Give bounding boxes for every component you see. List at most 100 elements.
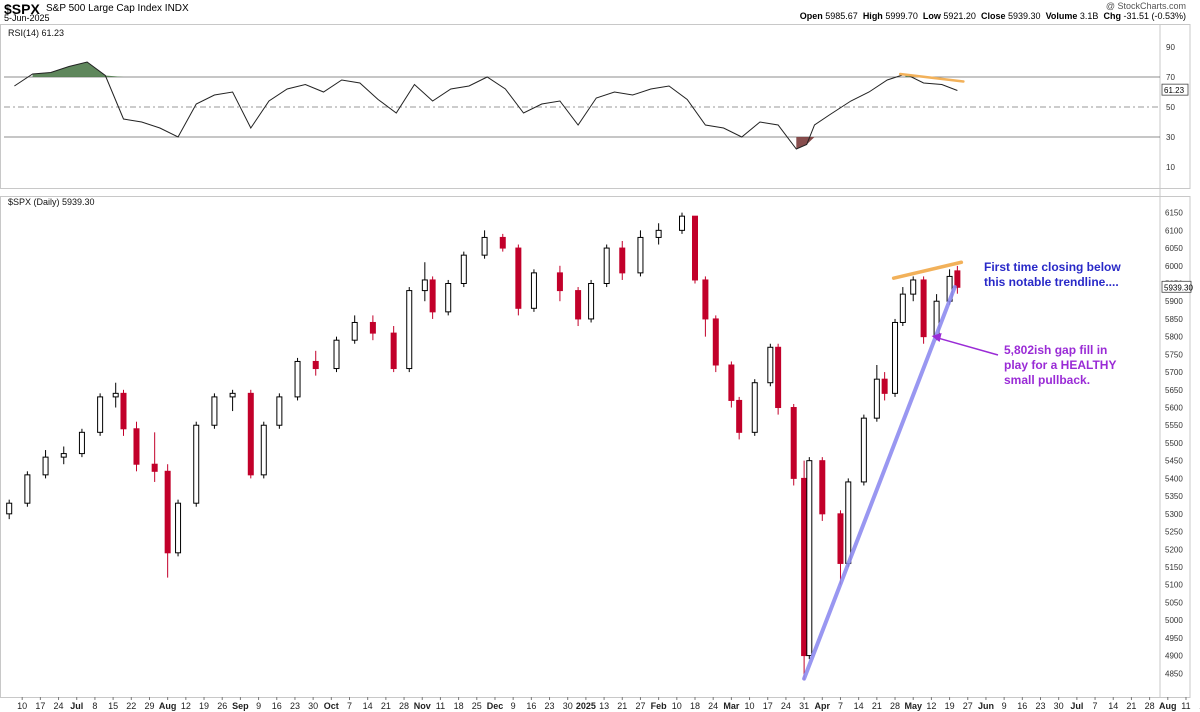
candle-body	[603, 247, 610, 284]
candle-body	[120, 392, 127, 430]
x-axis-tick-label: 16	[272, 701, 282, 711]
candle-body	[619, 247, 626, 274]
x-axis-tick-label: Feb	[651, 701, 668, 711]
symbol-title: $SPX	[4, 1, 40, 17]
candle-body	[881, 378, 888, 394]
x-axis-tick-label: 15	[108, 701, 118, 711]
candle-body	[530, 272, 537, 309]
x-axis-tick-label: 9	[256, 701, 261, 711]
candle-body	[751, 382, 758, 433]
candle-body	[954, 270, 961, 288]
price-y-tick-label: 5150	[1165, 563, 1183, 572]
x-axis-tick-label: 18	[454, 701, 464, 711]
x-axis-tick-label: May	[904, 701, 922, 711]
rsi-y-tick-label: 50	[1166, 103, 1175, 112]
price-y-tick-label: 5750	[1165, 350, 1183, 359]
candle-body	[588, 283, 595, 320]
candle-body	[515, 247, 522, 309]
candle-body	[260, 424, 267, 476]
price-y-tick-label: 5250	[1165, 528, 1183, 537]
x-axis-tick-label: 7	[347, 701, 352, 711]
candle-body	[133, 428, 140, 465]
candle-body	[151, 463, 158, 472]
candle-body	[460, 254, 467, 285]
x-axis-tick-label: 29	[144, 701, 154, 711]
price-y-tick-label: 5050	[1165, 598, 1183, 607]
candle-body	[312, 360, 319, 370]
x-axis-tick-label: 28	[399, 701, 409, 711]
candle-body	[369, 321, 376, 334]
candle-body	[845, 481, 852, 564]
x-axis-tick-label: 12	[926, 701, 936, 711]
price-y-tick-label: 5300	[1165, 510, 1183, 519]
price-y-tick-label: 5200	[1165, 545, 1183, 554]
price-y-tick-label: 5600	[1165, 404, 1183, 413]
candle-body	[294, 360, 301, 398]
x-axis-tick-label: 17	[763, 701, 773, 711]
price-legend: $SPX (Daily) 5939.30	[8, 197, 95, 207]
chart-header: $SPX S&P 500 Large Cap Index INDX 5-Jun-…	[0, 0, 1200, 24]
price-y-tick-label: 5650	[1165, 386, 1183, 395]
x-axis-tick-label: 19	[199, 701, 209, 711]
price-y-tick-label: 4850	[1165, 669, 1183, 678]
x-axis-tick-label: 30	[308, 701, 318, 711]
rsi-y-tick-label: 90	[1166, 43, 1175, 52]
x-axis-tick-label: 24	[54, 701, 64, 711]
x-axis-tick-label: 2025	[576, 701, 596, 711]
candle-body	[429, 279, 436, 313]
candle-body	[892, 321, 899, 394]
candle-body	[247, 392, 254, 476]
candle-body	[97, 396, 104, 433]
x-axis-tick-label: 31	[799, 701, 809, 711]
x-axis-tick-label: 12	[181, 701, 191, 711]
candle-body	[211, 396, 218, 426]
price-y-tick-label: 5700	[1165, 368, 1183, 377]
x-axis-tick-label: 21	[381, 701, 391, 711]
x-axis-tick-label: 21	[872, 701, 882, 711]
candle-body	[655, 229, 662, 238]
candle-body	[767, 346, 774, 384]
x-axis-tick-label: 11	[436, 701, 445, 711]
candle-body	[736, 399, 743, 433]
candle-body	[406, 290, 413, 370]
price-y-tick-label: 5800	[1165, 333, 1183, 342]
x-axis-tick-label: 9	[1002, 701, 1007, 711]
x-axis-tick-label: Dec	[487, 701, 504, 711]
candle-body	[702, 279, 709, 320]
x-axis-tick-label: Jul	[70, 701, 83, 711]
candle-body	[556, 272, 563, 292]
x-axis-tick-label: 28	[1145, 701, 1155, 711]
candle-body	[679, 215, 686, 231]
candle-body	[860, 417, 867, 483]
price-panel-frame	[0, 196, 1191, 698]
candle-body	[333, 339, 340, 370]
price-y-tick-label: 6150	[1165, 209, 1183, 218]
x-axis-tick-label: 24	[781, 701, 791, 711]
x-axis-tick-label: Apr	[815, 701, 831, 711]
x-axis-tick-label: Oct	[324, 701, 339, 711]
x-axis-tick-label: Sep	[232, 701, 249, 711]
candle-body	[60, 453, 67, 458]
candle-body	[790, 407, 797, 479]
candle-body	[42, 456, 49, 476]
candle-body	[806, 460, 813, 657]
x-axis-tick-label: 13	[599, 701, 609, 711]
price-y-tick-label: 5550	[1165, 421, 1183, 430]
trendline-note: First time closing below this notable tre…	[984, 260, 1121, 289]
x-axis-tick-label: 23	[290, 701, 300, 711]
candle-body	[164, 470, 171, 554]
x-axis-tick-label: 25	[472, 701, 482, 711]
candle-body	[575, 290, 582, 320]
price-y-tick-label: 6100	[1165, 226, 1183, 235]
candle-body	[78, 431, 85, 455]
x-axis-tick-label: 10	[17, 701, 27, 711]
candle-body	[910, 279, 917, 295]
x-axis-tick-label: 26	[217, 701, 227, 711]
price-y-tick-label: 6000	[1165, 262, 1183, 271]
x-axis-tick-label: 30	[1054, 701, 1064, 711]
x-axis-tick-label: 18	[690, 701, 700, 711]
x-axis-tick-label: 22	[126, 701, 136, 711]
rsi-overbought-fill	[32, 62, 124, 77]
chart-date: 5-Jun-2025	[4, 13, 50, 23]
candle-body	[112, 392, 119, 398]
